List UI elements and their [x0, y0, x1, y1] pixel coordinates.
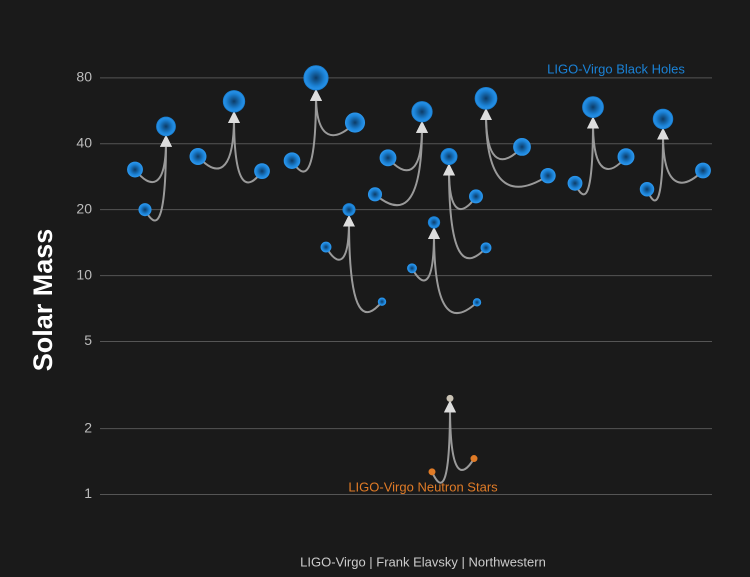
- component-mass: [254, 163, 270, 180]
- group-label: LIGO-Virgo Black Holes: [547, 61, 685, 76]
- final-mass: [342, 203, 356, 217]
- final-mass: [427, 216, 441, 229]
- y-tick-label: 10: [76, 266, 92, 282]
- y-tick-label: 1: [84, 485, 92, 501]
- final-mass: [446, 394, 454, 402]
- component-mass: [344, 112, 366, 133]
- merger-arrow: [480, 108, 549, 188]
- final-mass: [440, 147, 458, 165]
- merger-arrow: [144, 134, 172, 222]
- merger-arrow: [374, 120, 428, 207]
- merger-arrow: [657, 127, 704, 184]
- component-mass: [377, 297, 387, 306]
- component-mass: [540, 167, 556, 184]
- merger-arrow: [428, 227, 478, 315]
- y-tick-label: 2: [84, 419, 92, 435]
- component-mass: [127, 161, 143, 178]
- component-mass: [567, 175, 583, 191]
- final-mass: [303, 65, 329, 91]
- component-mass: [480, 242, 492, 254]
- component-mass: [470, 455, 478, 463]
- component-mass: [469, 189, 483, 204]
- component-mass: [513, 138, 531, 156]
- y-tick-label: 80: [76, 69, 92, 85]
- component-mass: [189, 147, 207, 165]
- component-mass: [379, 149, 397, 167]
- component-mass: [472, 298, 482, 307]
- component-mass: [320, 241, 332, 253]
- component-mass: [617, 148, 635, 166]
- final-mass: [222, 90, 246, 113]
- component-mass: [138, 203, 152, 217]
- y-tick-label: 20: [76, 200, 92, 216]
- component-mass: [283, 152, 301, 169]
- final-mass: [582, 96, 604, 118]
- merger-arrow: [444, 400, 475, 471]
- final-mass: [652, 108, 674, 130]
- y-tick-label: 5: [84, 332, 92, 348]
- component-mass: [407, 263, 417, 274]
- merger-arrow: [443, 163, 487, 260]
- final-mass: [156, 116, 176, 137]
- component-mass: [695, 162, 711, 179]
- component-mass: [428, 468, 436, 476]
- merger-arrow: [343, 214, 383, 314]
- y-tick-label: 40: [76, 134, 92, 150]
- y-axis-label: Solar Mass: [28, 229, 58, 372]
- final-mass: [474, 86, 498, 110]
- group-label: LIGO-Virgo Neutron Stars: [348, 479, 498, 494]
- credit: LIGO-Virgo | Frank Elavsky | Northwester…: [300, 554, 546, 569]
- component-mass: [367, 187, 383, 202]
- component-mass: [639, 182, 655, 197]
- final-mass: [411, 101, 433, 123]
